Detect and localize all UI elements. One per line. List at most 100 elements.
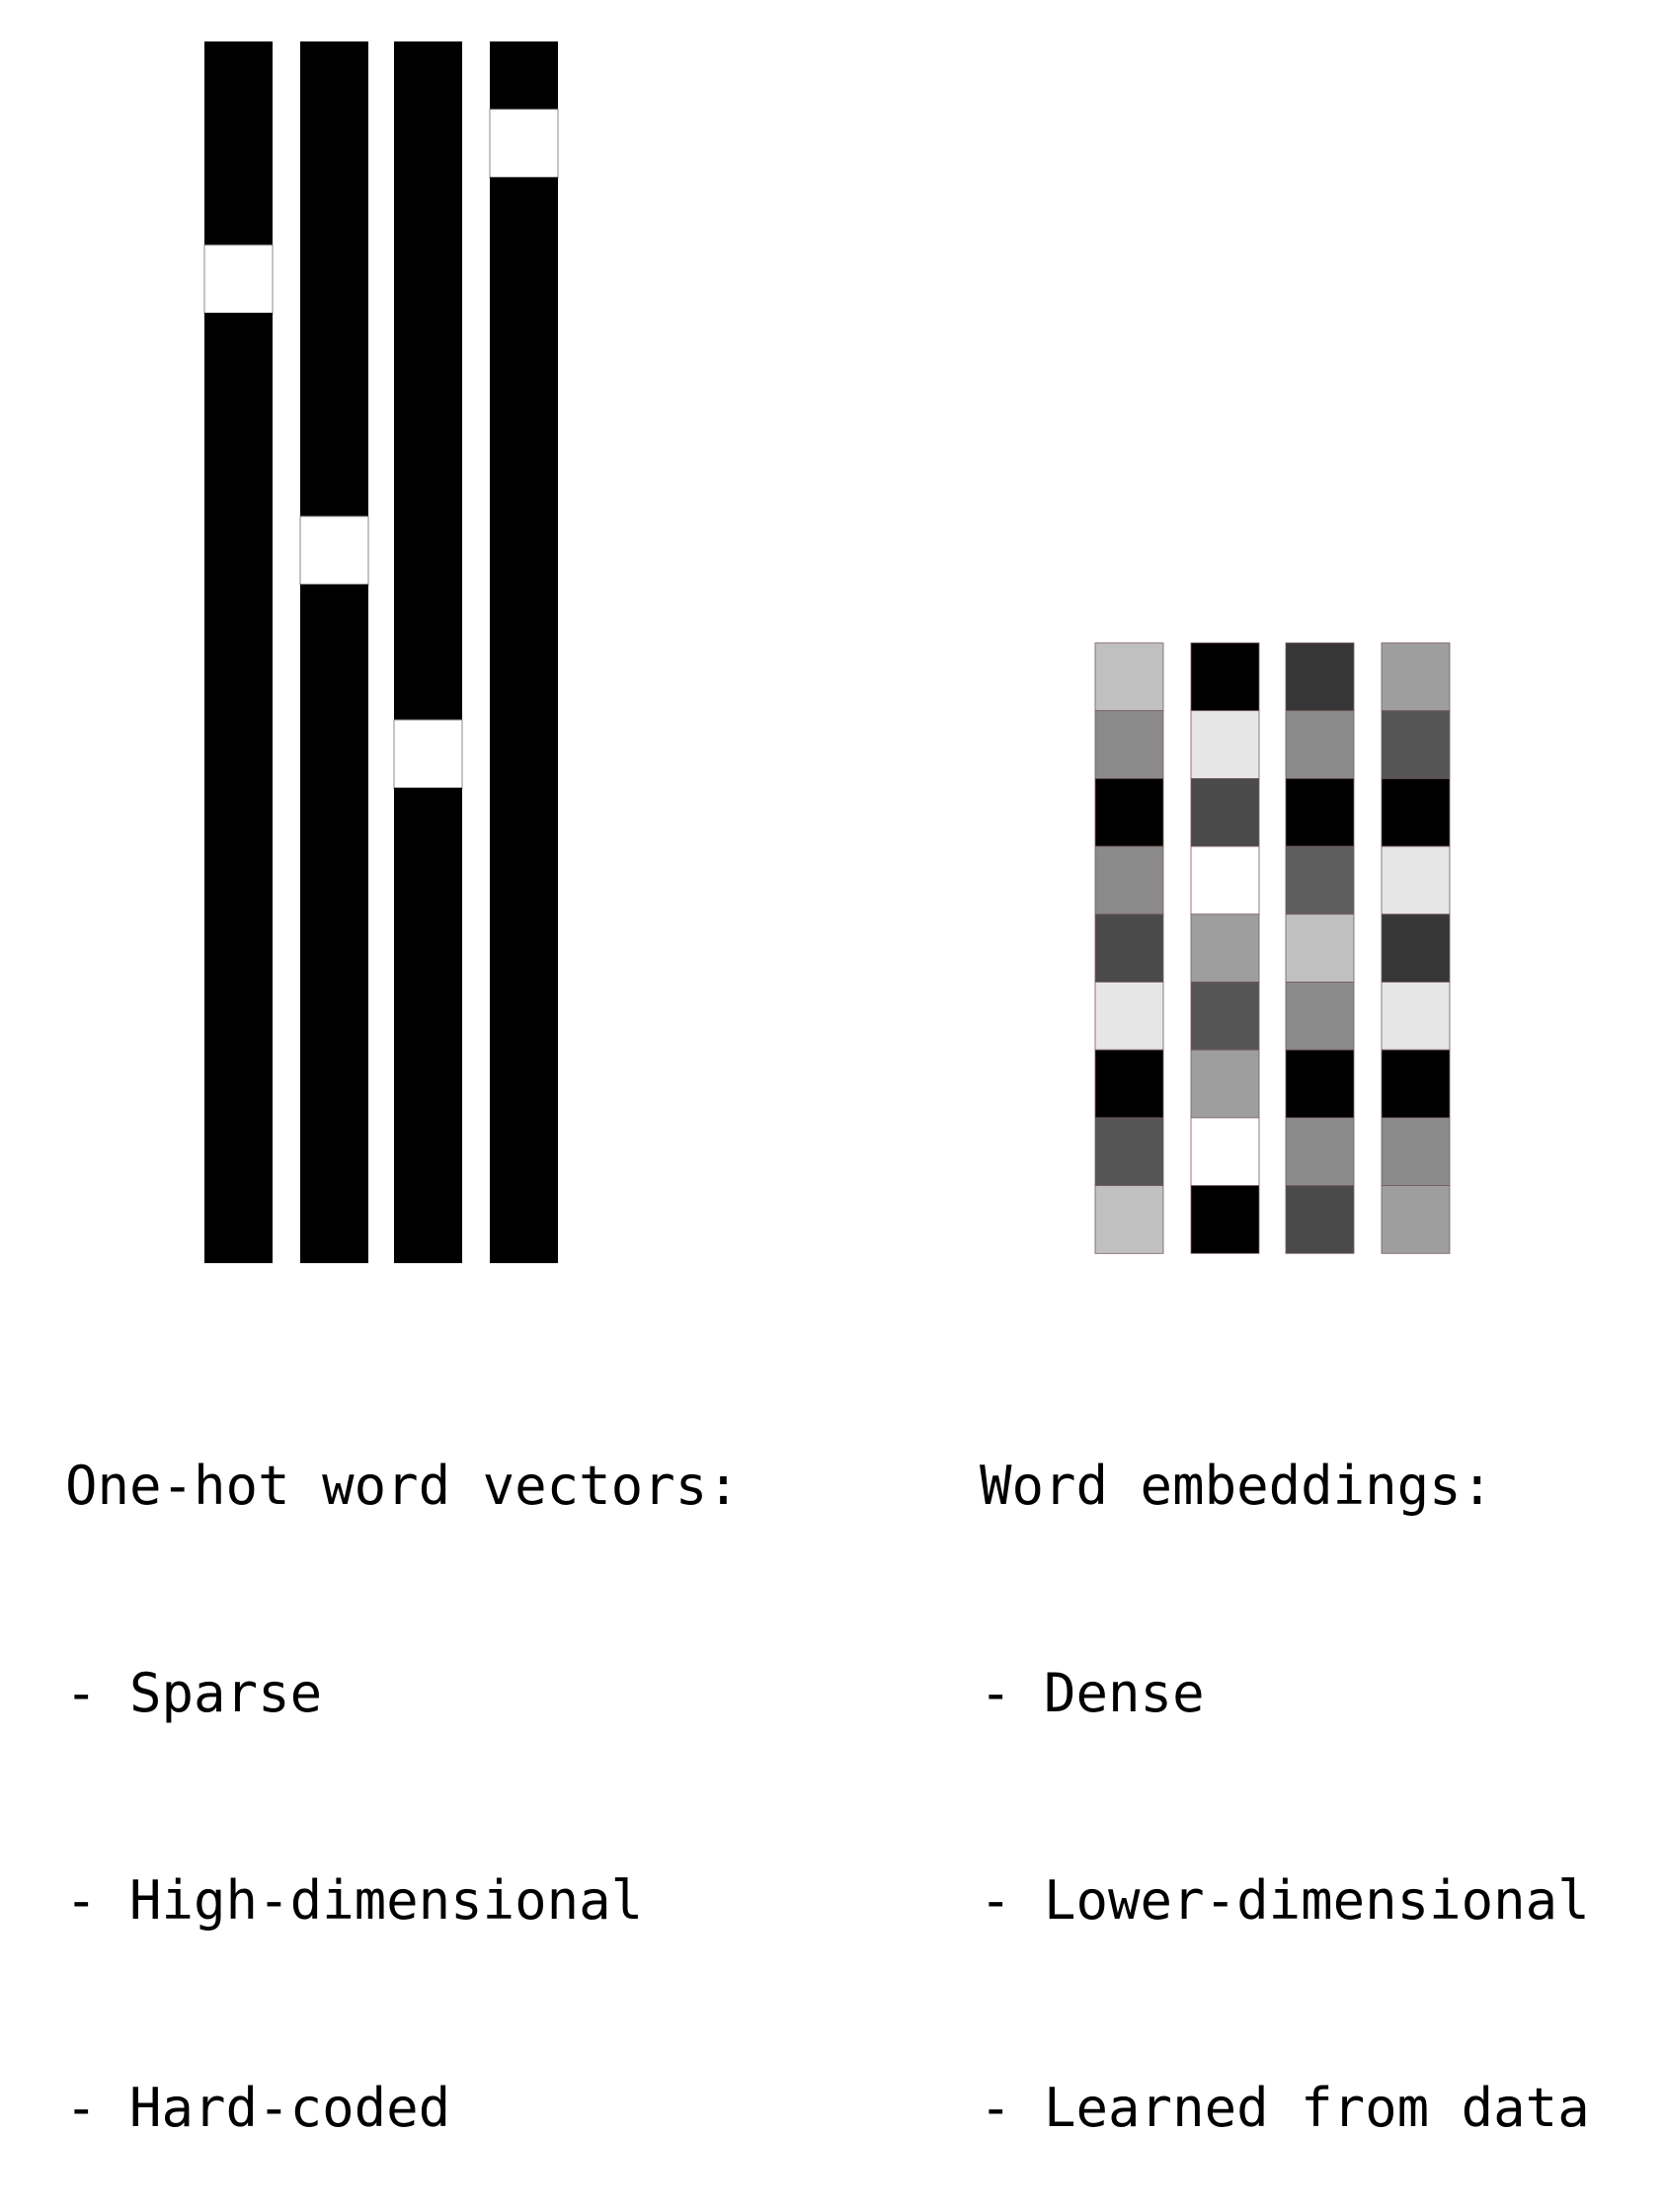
one-hot-cell xyxy=(300,787,368,856)
one-hot-cell xyxy=(490,923,558,992)
embedding-cell xyxy=(1381,710,1451,779)
one-hot-cell xyxy=(204,1127,273,1196)
one-hot-cell xyxy=(490,1194,558,1264)
embedding-cell xyxy=(1285,1185,1355,1254)
one-hot-cell xyxy=(204,584,273,653)
one-hot-cell xyxy=(490,990,558,1060)
embedding-cell xyxy=(1285,778,1355,847)
one-hot-cell xyxy=(490,448,558,517)
one-hot-cell xyxy=(204,652,273,721)
one-hot-cell xyxy=(394,1059,462,1128)
one-hot-cell xyxy=(490,380,558,449)
one-hot-cell-active xyxy=(203,244,274,314)
embedding-cell xyxy=(1381,1049,1451,1119)
one-hot-point-high-dimensional: - High-dimensional xyxy=(65,1869,644,1932)
one-hot-cell xyxy=(204,787,273,856)
one-hot-cell-active xyxy=(299,515,369,586)
embedding-cell xyxy=(1285,845,1355,915)
one-hot-cell xyxy=(204,515,273,586)
one-hot-caption-title: One-hot word vectors: xyxy=(65,1455,740,1517)
one-hot-cell xyxy=(394,448,462,517)
word-embeddings-group xyxy=(1094,642,1451,1254)
embedding-cell xyxy=(1285,642,1355,712)
embedding-cell xyxy=(1381,982,1451,1051)
embedding-caption: Word embeddings: - Dense - Lower-dimensi… xyxy=(980,1313,1590,2212)
one-hot-cell xyxy=(204,923,273,992)
one-hot-cell xyxy=(394,855,462,924)
one-hot-cell xyxy=(394,923,462,992)
one-hot-cell xyxy=(300,990,368,1060)
one-hot-cell xyxy=(490,1127,558,1196)
one-hot-cell xyxy=(300,177,368,246)
one-hot-cell xyxy=(394,312,462,381)
one-hot-cell xyxy=(394,1127,462,1196)
one-hot-cell xyxy=(490,1059,558,1128)
embedding-cell xyxy=(1094,642,1164,712)
one-hot-cell xyxy=(490,787,558,856)
one-hot-cell xyxy=(300,41,368,111)
embedding-cell xyxy=(1381,845,1451,915)
embedding-cell xyxy=(1381,913,1451,983)
one-hot-caption: One-hot word vectors: - Sparse - High-di… xyxy=(65,1313,740,2212)
one-hot-cell xyxy=(300,245,368,314)
one-hot-cell xyxy=(490,652,558,721)
one-hot-cell xyxy=(204,1194,273,1264)
one-hot-cell-active xyxy=(393,719,463,789)
embedding-cell xyxy=(1094,1117,1164,1187)
one-hot-point-sparse: - Sparse xyxy=(65,1662,323,1724)
embedding-cell xyxy=(1094,845,1164,915)
embedding-cell xyxy=(1094,710,1164,779)
embedding-cell xyxy=(1190,710,1260,779)
one-hot-cell xyxy=(204,1059,273,1128)
one-hot-cell xyxy=(394,787,462,856)
one-hot-cell xyxy=(300,312,368,381)
one-hot-vectors-group xyxy=(203,41,559,1264)
embedding-cell xyxy=(1190,778,1260,847)
one-hot-cell xyxy=(490,41,558,111)
embedding-point-lower-dimensional: - Lower-dimensional xyxy=(980,1869,1590,1932)
embedding-cell xyxy=(1094,1185,1164,1254)
one-hot-cell xyxy=(300,1194,368,1264)
one-hot-cell xyxy=(490,584,558,653)
embedding-cell xyxy=(1285,710,1355,779)
one-hot-cell xyxy=(394,109,462,178)
one-hot-cell xyxy=(300,448,368,517)
one-hot-cell xyxy=(204,380,273,449)
embedding-point-dense: - Dense xyxy=(980,1662,1205,1724)
embedding-cell xyxy=(1381,778,1451,847)
one-hot-cell xyxy=(394,1194,462,1264)
embedding-cell xyxy=(1190,1117,1260,1187)
one-hot-cell xyxy=(394,245,462,314)
one-hot-cell-active xyxy=(489,109,559,179)
embedding-cell xyxy=(1285,913,1355,983)
one-hot-cell xyxy=(300,923,368,992)
one-hot-cell xyxy=(300,652,368,721)
one-hot-cell xyxy=(394,584,462,653)
embedding-cell xyxy=(1285,1117,1355,1187)
embedding-point-learned: - Learned from data xyxy=(980,2077,1590,2139)
one-hot-cell xyxy=(490,855,558,924)
one-hot-cell xyxy=(490,177,558,246)
one-hot-cell xyxy=(490,515,558,586)
one-hot-cell xyxy=(300,720,368,789)
embedding-cell xyxy=(1285,982,1355,1051)
one-hot-cell xyxy=(204,720,273,789)
embedding-cell xyxy=(1094,1049,1164,1119)
one-hot-cell xyxy=(300,855,368,924)
one-hot-cell xyxy=(204,448,273,517)
one-hot-cell xyxy=(204,990,273,1060)
one-hot-cell xyxy=(300,109,368,178)
embedding-cell xyxy=(1190,982,1260,1051)
embedding-cell xyxy=(1190,1049,1260,1119)
embedding-cell xyxy=(1094,778,1164,847)
one-hot-cell xyxy=(300,380,368,449)
one-hot-cell xyxy=(394,380,462,449)
one-hot-cell xyxy=(300,1127,368,1196)
embedding-cell xyxy=(1285,1049,1355,1119)
embedding-cell xyxy=(1190,845,1260,915)
embedding-cell xyxy=(1381,642,1451,712)
vector-comparison-diagram xyxy=(203,41,1451,1264)
one-hot-cell xyxy=(394,990,462,1060)
one-hot-cell xyxy=(394,652,462,721)
one-hot-cell xyxy=(394,177,462,246)
